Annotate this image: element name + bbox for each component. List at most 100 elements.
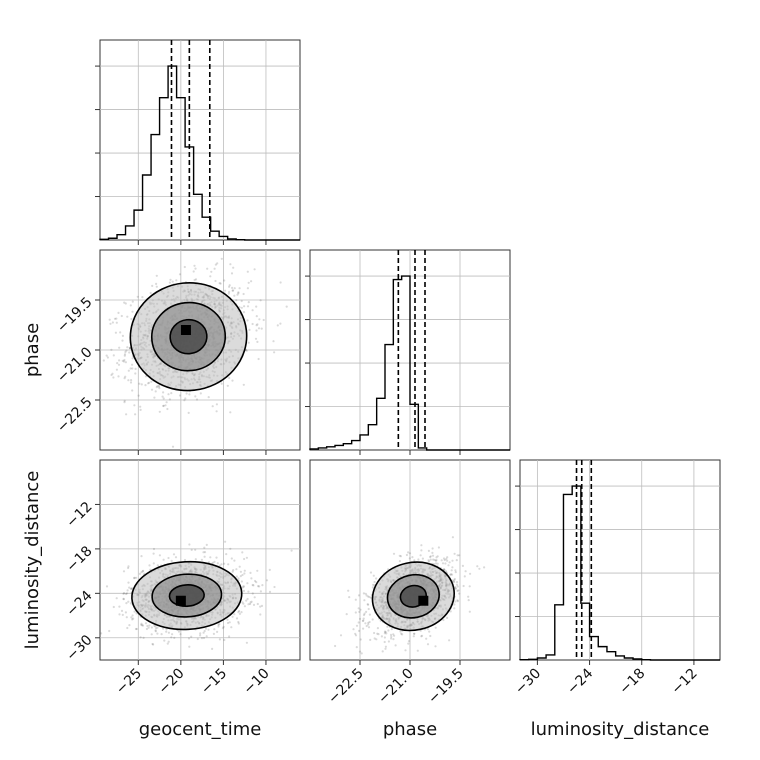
scatter-point [375,577,378,580]
scatter-point [111,321,114,324]
x-tick-label-geocent_time: −25 [113,666,145,698]
scatter-point [140,623,143,626]
scatter-point [188,543,191,546]
scatter-point [238,565,241,568]
scatter-point [348,596,351,599]
joint-phase-luminosity_distance [334,536,486,655]
scatter-point [334,644,337,648]
scatter-point [122,597,125,601]
scatter-point [194,267,197,270]
scatter-point [442,557,446,560]
scatter-point [455,581,459,584]
scatter-point [458,592,461,595]
scatter-point [468,585,471,588]
scatter-point [241,573,244,577]
scatter-point [124,611,127,614]
scatter-point [141,624,144,627]
scatter-point [425,637,428,640]
scatter-point [122,570,126,573]
scatter-point [152,562,155,565]
scatter-point [113,317,117,320]
histogram-step-geocent_time [99,65,300,241]
scatter-point [236,293,239,296]
scatter-point [483,566,486,569]
scatter-point [256,323,259,326]
scatter-point [203,555,206,558]
scatter-point [165,630,168,633]
scatter-point [405,553,408,557]
scatter-point [119,331,122,334]
scatter-point [255,324,258,327]
scatter-point [127,369,130,372]
scatter-point [429,555,432,558]
scatter-point [411,556,414,559]
scatter-point [193,264,196,267]
scatter-point [123,399,126,402]
scatter-point [367,595,370,598]
scatter-point [128,346,131,349]
scatter-point [124,302,127,305]
scatter-point [398,554,401,557]
scatter-point [131,310,134,313]
scatter-point [112,605,115,609]
scatter-point [100,632,103,635]
scatter-point [408,557,411,560]
scatter-point [358,650,362,653]
scatter-point [239,570,242,573]
histogram-step-phase [309,275,510,451]
scatter-point [360,652,363,655]
scatter-point [129,587,133,590]
scatter-point [251,592,254,595]
scatter-point [211,647,214,651]
scatter-point [129,381,133,384]
scatter-point [127,379,130,382]
scatter-point [148,564,151,567]
scatter-point [133,610,136,613]
scatter-point [453,577,456,581]
scatter-point [157,385,160,388]
scatter-point [246,287,249,290]
scatter-point [139,636,142,639]
scatter-point [365,624,368,628]
scatter-point [232,289,235,292]
scatter-point [243,569,246,572]
scatter-point [123,401,126,404]
scatter-point [229,547,232,550]
scatter-point [223,638,226,642]
scatter-point [456,585,459,588]
scatter-point [134,627,138,631]
scatter-point [190,635,193,638]
scatter-point [436,555,439,558]
scatter-point [457,589,460,592]
scatter-point [200,558,203,561]
scatter-point [228,290,231,293]
scatter-point [125,413,128,416]
scatter-point [126,315,129,318]
scatter-point [251,583,254,587]
scatter-point [118,346,121,349]
scatter-point [123,592,126,595]
scatter-point [118,359,121,362]
scatter-point [420,544,423,547]
scatter-point [285,305,288,308]
scatter-point [373,580,376,584]
x-tick-label-phase: −19.5 [425,666,467,708]
scatter-point [445,557,448,561]
scatter-point [383,640,386,644]
scatter-point [400,632,403,635]
scatter-point [174,556,178,559]
scatter-point [231,615,234,618]
scatter-point [199,392,202,395]
scatter-point [123,354,126,357]
scatter-point [202,636,206,640]
scatter-point [398,560,401,563]
scatter-point [132,617,135,620]
scatter-point [145,627,148,631]
scatter-point [170,392,173,395]
scatter-point [392,638,395,641]
scatter-point [155,627,158,630]
scatter-point [221,627,225,630]
scatter-point [227,563,230,566]
scatter-point [345,613,348,616]
scatter-point [212,632,215,636]
